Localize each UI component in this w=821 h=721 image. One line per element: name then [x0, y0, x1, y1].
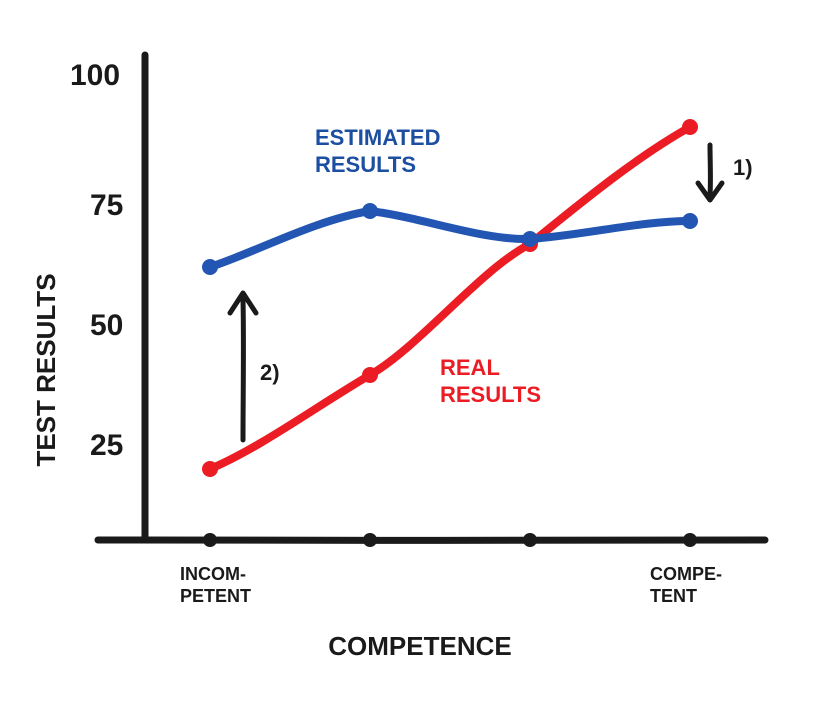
y-tick-100: 100 — [70, 59, 120, 92]
series-real-point — [362, 367, 378, 383]
y-axis-label: TEST RESULTS — [31, 273, 61, 466]
annotation-1-label: 1) — [733, 155, 753, 180]
series-estimated-point — [522, 231, 538, 247]
annotation-2-label: 2) — [260, 360, 280, 385]
x-tick-marker — [203, 533, 217, 547]
series-estimated-label-2: RESULTS — [315, 152, 416, 177]
series-estimated-line — [210, 211, 690, 267]
series-real-point — [682, 119, 698, 135]
x-tick-marker — [363, 533, 377, 547]
chart: 100 75 50 25 TEST RESULTS INCOM- PETENT … — [0, 0, 821, 721]
annotation-arrow-1: 1) — [698, 145, 753, 200]
x-tick-label-0b: PETENT — [180, 586, 251, 606]
x-tick-marker — [683, 533, 697, 547]
y-tick-25: 25 — [90, 429, 123, 462]
y-axis — [145, 55, 146, 540]
series-estimated-point — [202, 259, 218, 275]
series-real-line — [210, 127, 690, 469]
series-real-point — [202, 461, 218, 477]
series-estimated-point — [682, 213, 698, 229]
series-estimated-point — [362, 203, 378, 219]
x-axis-label: COMPETENCE — [328, 631, 511, 661]
annotation-arrow-2: 2) — [230, 293, 280, 440]
series-real-label-1: REAL — [440, 355, 500, 380]
y-tick-75: 75 — [90, 189, 123, 222]
x-tick-label-3b: TENT — [650, 586, 697, 606]
x-tick-marker — [523, 533, 537, 547]
y-tick-50: 50 — [90, 309, 123, 342]
x-tick-label-3a: COMPE- — [650, 564, 722, 584]
x-tick-label-0a: INCOM- — [180, 564, 246, 584]
series-real-label-2: RESULTS — [440, 382, 541, 407]
series-estimated-label-1: ESTIMATED — [315, 125, 440, 150]
